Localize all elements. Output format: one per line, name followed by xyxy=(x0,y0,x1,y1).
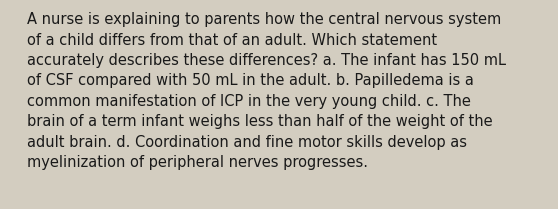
Text: A nurse is explaining to parents how the central nervous system
of a child diffe: A nurse is explaining to parents how the… xyxy=(27,12,507,170)
